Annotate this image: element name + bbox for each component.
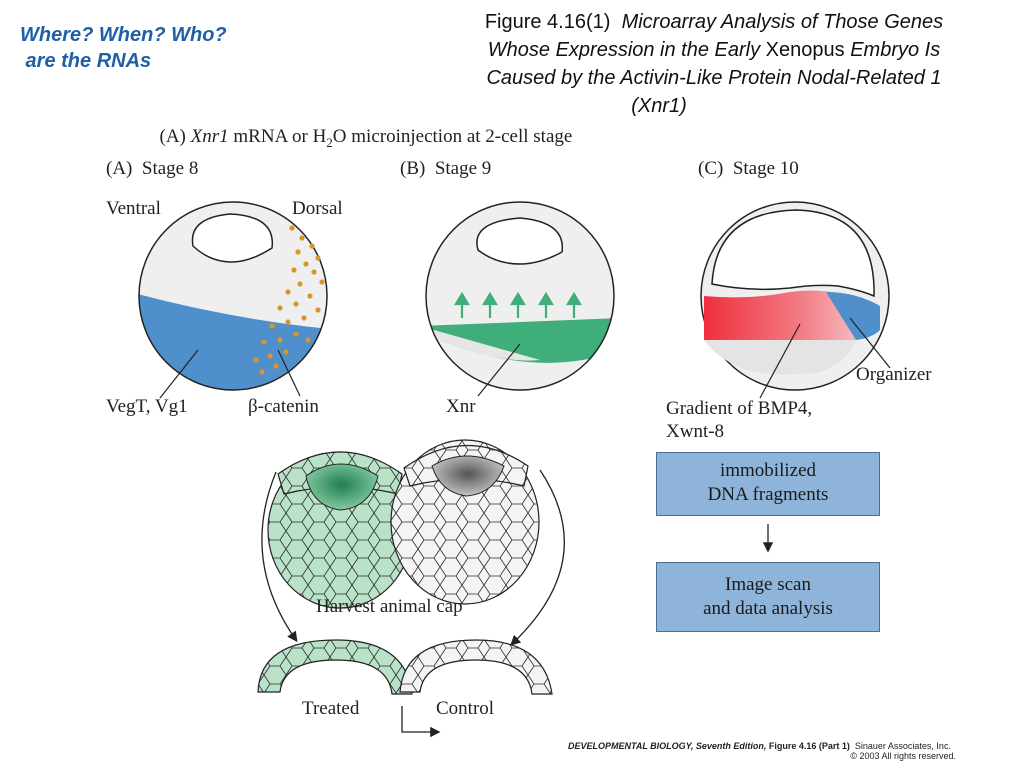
figure-title-line-3: Caused by the Activin-Like Protein Nodal… bbox=[486, 67, 942, 89]
treated-embryo bbox=[267, 451, 413, 609]
figure-title-part-3: Embryo Is bbox=[844, 39, 941, 61]
microinjection-gene: Xnr1 bbox=[190, 126, 229, 147]
treated-label: Treated bbox=[302, 698, 360, 719]
credit-figure: Figure 4.16 (Part 1) bbox=[766, 741, 850, 751]
figure-title-part-2: Whose Expression in the Early bbox=[487, 39, 766, 61]
control-cap bbox=[399, 639, 553, 695]
stage-9-label: (B) Stage 9 bbox=[400, 158, 492, 179]
credit-book: DEVELOPMENTAL BIOLOGY, Seventh Edition, bbox=[568, 741, 767, 751]
bmp4-gradient-label: Gradient of BMP4, bbox=[666, 398, 813, 419]
immobilized-dna-line-1: immobilized bbox=[719, 460, 817, 481]
organizer-label: Organizer bbox=[856, 364, 932, 385]
control-embryo bbox=[390, 439, 540, 605]
figure-title-line-1: Figure 4.16(1) Microarray Analysis of Th… bbox=[410, 8, 1018, 36]
harvest-animal-cap-label: Harvest animal cap bbox=[316, 596, 463, 617]
copyright-credit: DEVELOPMENTAL BIOLOGY, Seventh Edition, … bbox=[568, 741, 1018, 761]
stage-10-embryo bbox=[700, 201, 891, 399]
dorsal-label: Dorsal bbox=[292, 198, 343, 219]
immobilized-dna-box: immobilized DNA fragments bbox=[656, 452, 880, 516]
stage-8-embryo bbox=[138, 201, 328, 399]
xwnt8-label: Xwnt-8 bbox=[666, 421, 725, 442]
figure-title-part-1: Microarray Analysis of Those Genes bbox=[621, 11, 944, 33]
figure-title-genus: Xenopus bbox=[765, 39, 845, 61]
image-scan-line-1: Image scan bbox=[725, 574, 811, 595]
heading-line-2: are the RNAs bbox=[20, 50, 152, 72]
figure-title-line-2: Whose Expression in the Early Xenopus Em… bbox=[410, 36, 1018, 64]
beta-catenin-dots bbox=[253, 225, 325, 375]
figure-title-line-4: (Xnr1) bbox=[631, 95, 687, 117]
ventral-label: Ventral bbox=[106, 198, 161, 219]
microinjection-subscript: 2 bbox=[326, 134, 333, 150]
credit-line-1: DEVELOPMENTAL BIOLOGY, Seventh Edition, … bbox=[568, 741, 1018, 751]
figure-title: Figure 4.16(1) Microarray Analysis of Th… bbox=[410, 8, 1018, 120]
control-label: Control bbox=[436, 698, 495, 719]
credit-line-2: © 2003 All rights reserved. bbox=[850, 751, 956, 761]
image-scan-line-2: and data analysis bbox=[703, 598, 833, 619]
microinjection-prefix: (A) bbox=[159, 126, 191, 147]
vegt-vg1-label: VegT, Vg1 bbox=[106, 396, 188, 417]
beta-catenin-label: β-catenin bbox=[248, 396, 319, 417]
xnr-label: Xnr bbox=[446, 396, 476, 417]
heading-line-1: Where? When? Who? bbox=[20, 24, 227, 46]
stage-9-embryo bbox=[425, 201, 615, 397]
figure-number: Figure 4.16(1) bbox=[484, 11, 611, 33]
microinjection-end: O microinjection at 2-cell stage bbox=[332, 126, 573, 147]
stage-8-label: (A) Stage 8 bbox=[106, 158, 199, 179]
slide-heading: Where? When? Who? are the RNAs bbox=[20, 22, 227, 74]
microinjection-label: (A) Xnr1 mRNA or H2O microinjection at 2… bbox=[150, 104, 573, 151]
treated-cap bbox=[257, 639, 413, 695]
stage-10-label: (C) Stage 10 bbox=[698, 158, 799, 179]
microinjection-rest: mRNA or H bbox=[228, 126, 327, 147]
xnr-arrows bbox=[454, 291, 582, 318]
immobilized-dna-line-2: DNA fragments bbox=[707, 484, 829, 505]
credit-publisher: Sinauer Associates, Inc. bbox=[849, 741, 951, 751]
image-scan-box: Image scan and data analysis bbox=[656, 562, 880, 632]
